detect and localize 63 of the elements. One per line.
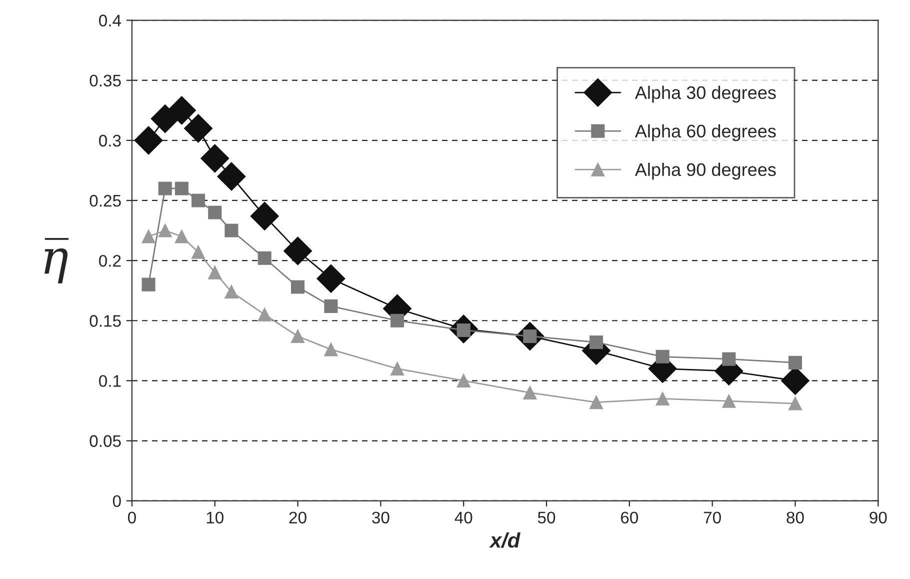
point — [250, 202, 279, 230]
point — [390, 362, 404, 376]
point — [200, 144, 230, 173]
y-tick-label: 0.3 — [99, 134, 121, 147]
point — [208, 206, 222, 220]
point — [192, 245, 206, 259]
x-tick-label: 0 — [128, 512, 136, 524]
legend-label: Alpha 30 degrees — [634, 86, 776, 103]
point — [324, 342, 338, 356]
point — [456, 374, 470, 388]
y-axis-title: η̅ — [44, 238, 69, 284]
point — [390, 314, 404, 328]
point — [656, 350, 670, 364]
point — [142, 230, 156, 244]
x-tick-label: 20 — [289, 512, 306, 524]
point — [284, 236, 312, 266]
point — [208, 266, 222, 280]
point — [589, 335, 604, 350]
point — [324, 299, 338, 313]
point — [258, 251, 272, 265]
point — [589, 396, 604, 410]
point — [150, 104, 180, 134]
x-axis-title: x/d — [489, 532, 520, 548]
point — [788, 356, 802, 370]
point — [291, 280, 305, 294]
point — [142, 278, 156, 292]
point — [192, 194, 206, 208]
x-tick-label: 30 — [372, 512, 390, 524]
y-tick-label: 0.25 — [90, 194, 121, 207]
point — [134, 126, 163, 155]
point — [174, 182, 188, 196]
point — [722, 352, 736, 366]
point — [788, 396, 802, 410]
x-tick-label: 80 — [786, 512, 804, 524]
point — [174, 230, 188, 244]
x-tick-label: 60 — [620, 512, 638, 524]
point — [217, 162, 246, 191]
y-tick-label: 0.35 — [90, 74, 121, 87]
x-tick-label: 90 — [870, 512, 887, 524]
y-tick-label: 0.4 — [99, 14, 122, 26]
point — [224, 224, 238, 238]
x-tick-label: 40 — [454, 512, 472, 524]
point — [656, 392, 670, 406]
point — [224, 285, 238, 299]
x-tick-label: 10 — [206, 512, 224, 524]
y-tick-label: 0.15 — [90, 315, 121, 327]
x-tick-label: 50 — [538, 512, 556, 524]
point — [291, 329, 305, 344]
legend-label: Alpha 90 degrees — [634, 162, 776, 180]
point — [167, 96, 196, 125]
point — [523, 386, 537, 400]
point — [158, 224, 172, 238]
point — [258, 308, 272, 322]
point — [158, 182, 172, 196]
point — [722, 394, 736, 408]
point — [184, 114, 213, 143]
legend-label: Alpha 60 degrees — [634, 124, 776, 142]
x-tick-label: 70 — [704, 512, 721, 524]
y-tick-label: 0.1 — [99, 375, 121, 387]
y-tick-label: 0.05 — [90, 435, 121, 447]
y-tick-label: 0 — [112, 495, 121, 508]
y-tick-label: 0.2 — [99, 254, 121, 267]
point — [316, 264, 346, 293]
